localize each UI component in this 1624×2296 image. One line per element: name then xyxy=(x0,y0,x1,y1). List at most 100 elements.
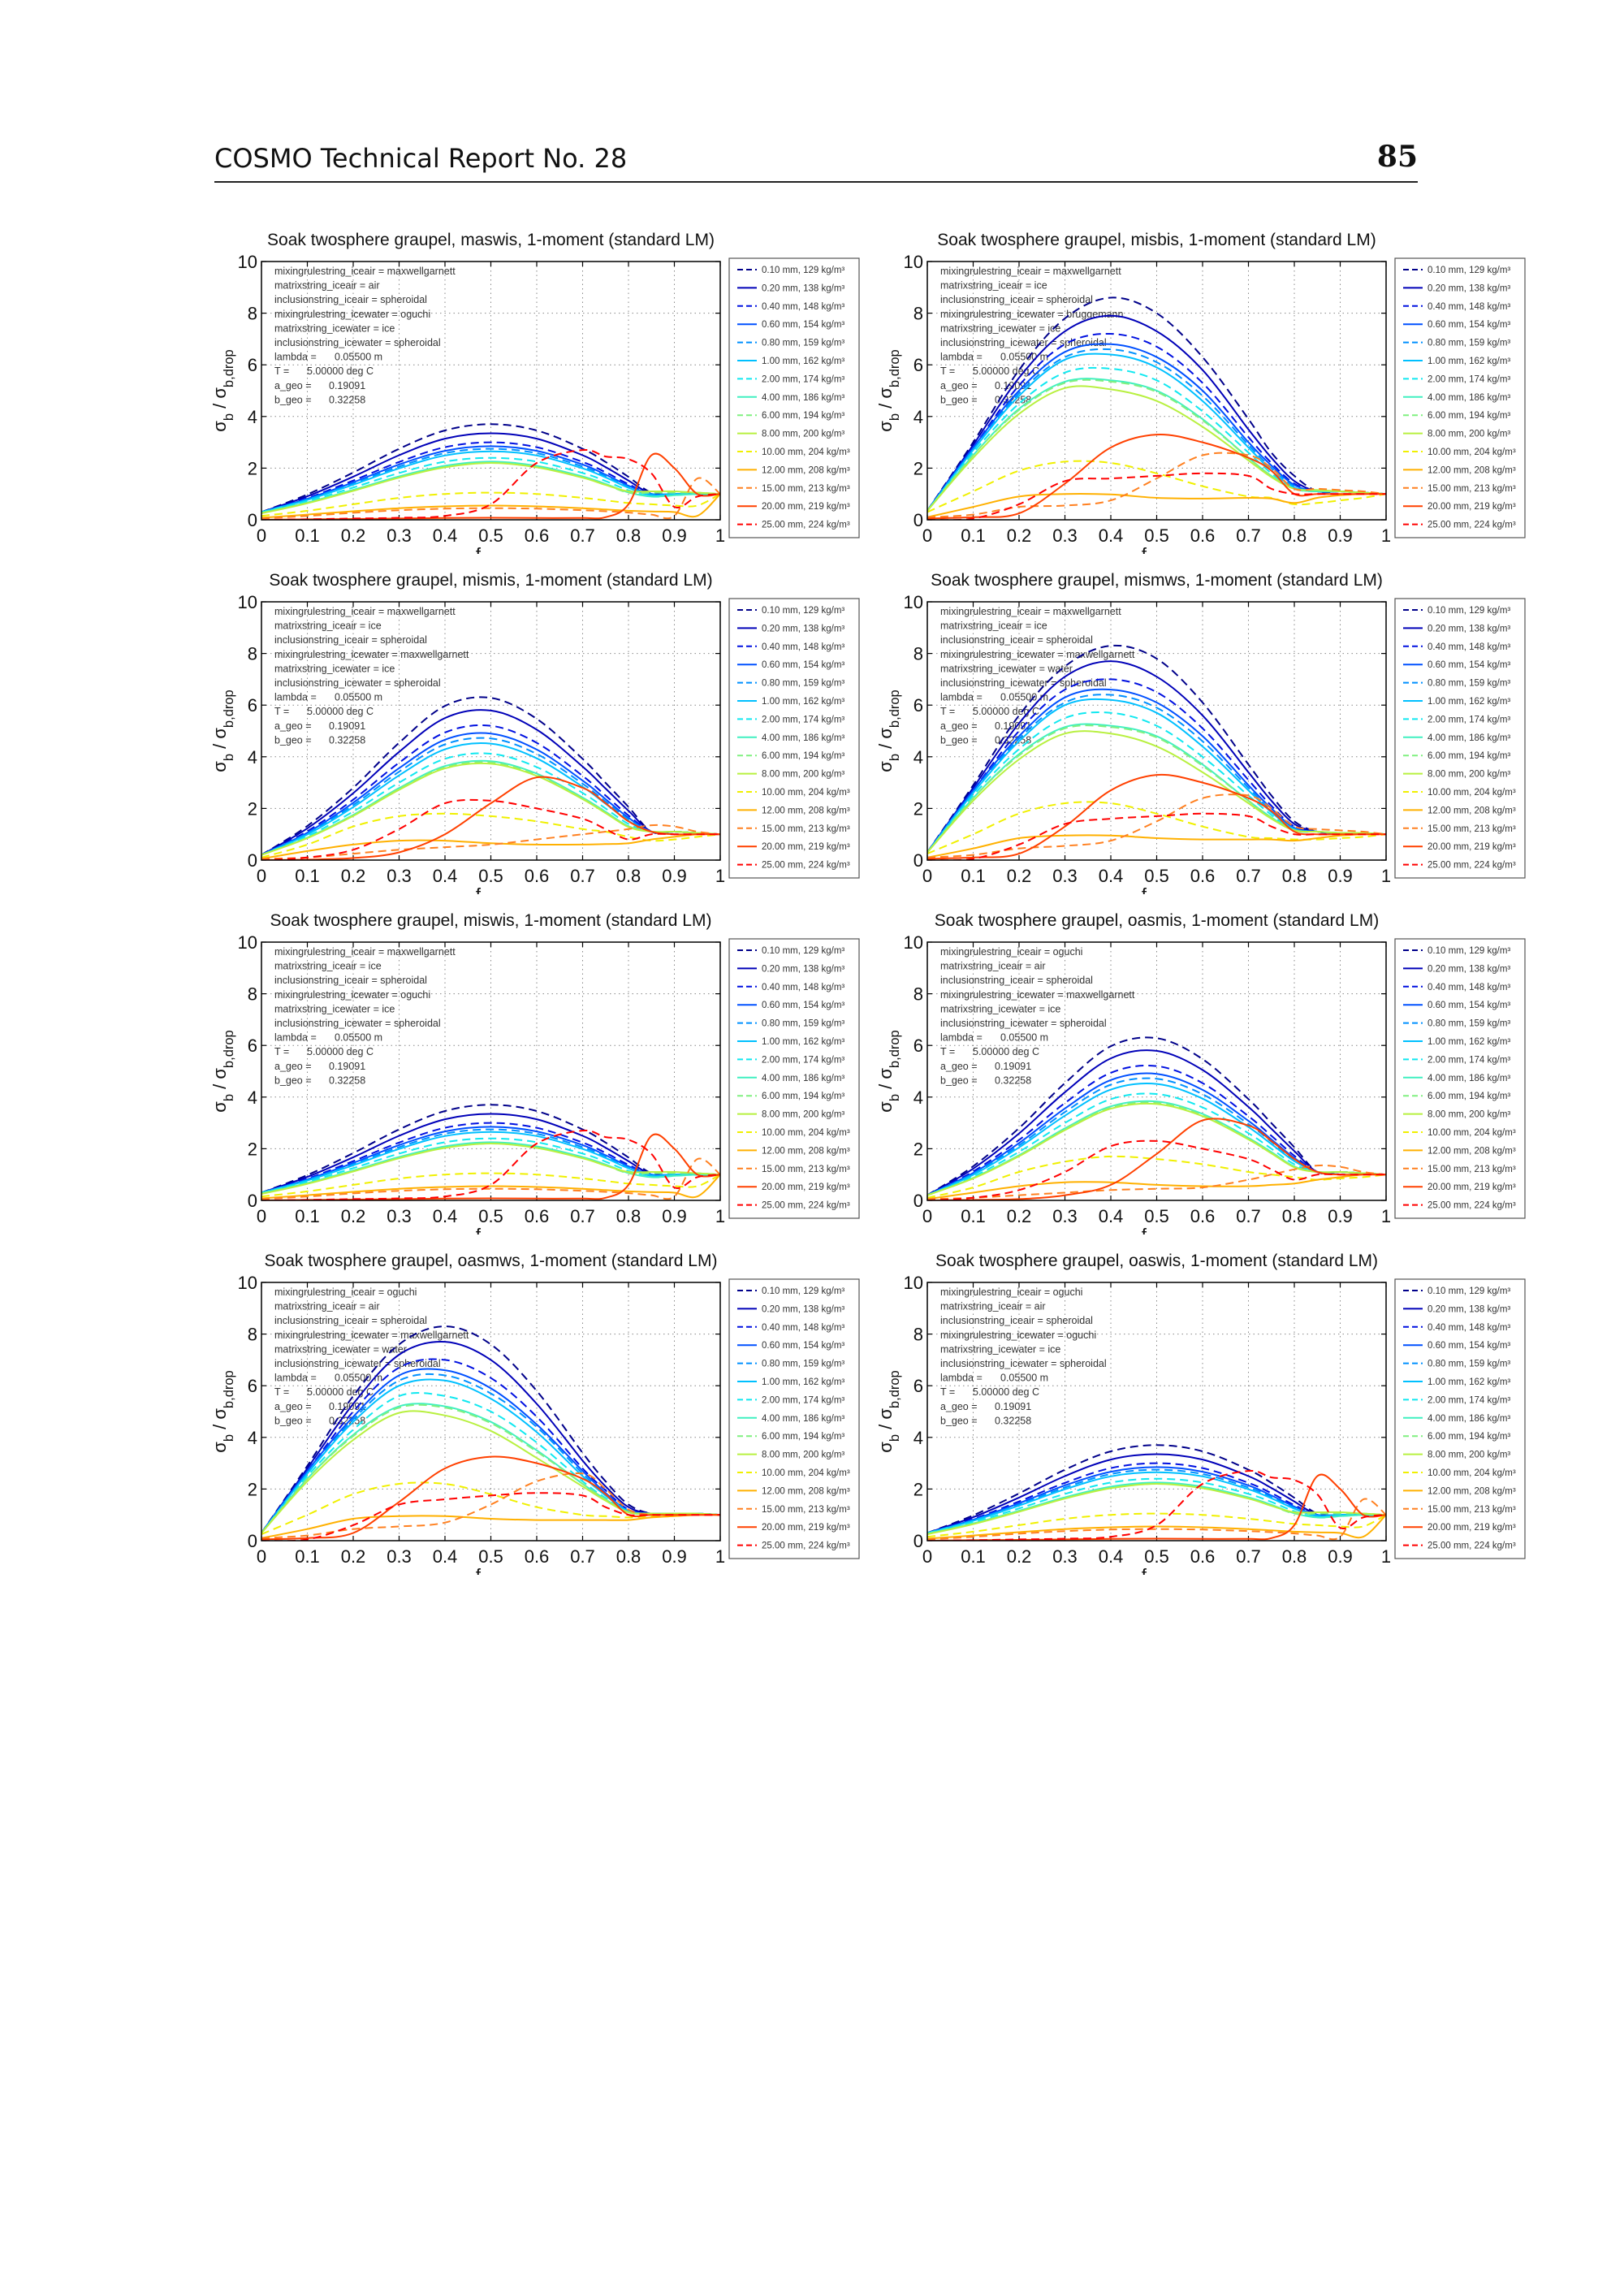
legend-label: 0.80 mm, 159 kg/m³ xyxy=(1427,679,1510,689)
chart-title: Soak twosphere graupel, maswis, 1-moment… xyxy=(267,231,715,249)
x-tick-label: 0.9 xyxy=(662,525,687,546)
legend-label: 6.00 mm, 194 kg/m³ xyxy=(1427,1092,1510,1101)
parameter-annotation: matrixstring_iceair = ice xyxy=(274,620,382,632)
legend-label: 12.00 mm, 208 kg/m³ xyxy=(1427,1486,1516,1496)
y-tick-label: 0 xyxy=(914,1531,923,1551)
legend-label: 4.00 mm, 186 kg/m³ xyxy=(762,733,844,743)
legend-label: 15.00 mm, 213 kg/m³ xyxy=(762,1505,850,1515)
x-tick-label: 0.7 xyxy=(1236,866,1261,886)
legend-label: 0.10 mm, 129 kg/m³ xyxy=(1427,266,1510,275)
parameter-annotation: matrixstring_icewater = ice xyxy=(274,1003,395,1014)
y-tick-label: 10 xyxy=(238,1273,257,1293)
y-axis-label: σb / σb,drop xyxy=(209,1370,236,1452)
series-line-0_80mm xyxy=(927,348,1386,512)
series-line-8_00mm xyxy=(261,1143,720,1196)
y-tick-label: 8 xyxy=(914,1325,923,1345)
legend-label: 0.20 mm, 138 kg/m³ xyxy=(762,964,844,974)
x-tick-label: 0 xyxy=(257,866,266,886)
legend-label: 25.00 mm, 224 kg/m³ xyxy=(1427,1201,1516,1211)
legend-label: 0.20 mm, 138 kg/m³ xyxy=(762,1304,844,1314)
x-tick-label: 0.7 xyxy=(1236,1206,1261,1226)
x-tick-label: 0.6 xyxy=(1190,1546,1216,1567)
y-tick-label: 6 xyxy=(914,695,923,716)
parameter-annotation: matrixstring_iceair = ice xyxy=(274,961,382,972)
series-line-12_00mm xyxy=(261,1514,720,1539)
parameter-annotation: mixingrulestring_iceair = oguchi xyxy=(274,1286,417,1298)
parameter-annotation: T = xyxy=(940,1386,955,1398)
legend-label: 0.20 mm, 138 kg/m³ xyxy=(1427,283,1510,293)
x-tick-label: 1 xyxy=(715,1546,725,1567)
chart-title: Soak twosphere graupel, miswis, 1-moment… xyxy=(270,911,712,930)
parameter-annotation: lambda = xyxy=(274,352,317,363)
legend-label: 0.40 mm, 148 kg/m³ xyxy=(1427,302,1510,312)
y-axis-label: σb / σb,drop xyxy=(875,349,902,431)
figure-panel-oaswis: Soak twosphere graupel, oaswis, 1-moment… xyxy=(869,1234,1543,1575)
series-line-15_00mm xyxy=(261,824,720,860)
series-line-2_00mm xyxy=(927,711,1386,854)
x-axis-label: fmelt xyxy=(476,1225,507,1234)
legend-label: 25.00 mm, 224 kg/m³ xyxy=(1427,1541,1516,1551)
x-tick-label: 1 xyxy=(715,525,725,546)
legend: 0.10 mm, 129 kg/m³ 0.20 mm, 138 kg/m³ 0.40… xyxy=(728,938,860,1219)
chart-oasmws: Soak twosphere graupel, oasmws, 1-moment… xyxy=(209,1252,860,1575)
parameter-annotation: matrixstring_icewater = water xyxy=(274,1343,407,1355)
legend-label: 0.10 mm, 129 kg/m³ xyxy=(1427,606,1510,616)
series-line-1_00mm xyxy=(261,1131,720,1194)
legend-label: 0.20 mm, 138 kg/m³ xyxy=(762,283,844,293)
x-tick-label: 0.7 xyxy=(1236,1546,1261,1567)
y-tick-label: 8 xyxy=(248,304,257,324)
x-tick-label: 0.4 xyxy=(1099,866,1124,886)
x-tick-label: 0.9 xyxy=(1328,1206,1353,1226)
x-tick-label: 0.4 xyxy=(433,525,458,546)
parameter-value: 5.00000 deg C xyxy=(973,1046,1039,1057)
y-tick-label: 6 xyxy=(248,1376,257,1396)
x-tick-label: 0.5 xyxy=(1144,1206,1169,1226)
y-tick-label: 2 xyxy=(248,798,257,819)
parameter-annotation: inclusionstring_iceair = spheroidal xyxy=(940,634,1093,646)
y-tick-label: 4 xyxy=(248,1428,257,1448)
legend-label: 8.00 mm, 200 kg/m³ xyxy=(1427,430,1510,439)
x-tick-label: 0.4 xyxy=(1099,1206,1124,1226)
parameter-annotation: b_geo = xyxy=(940,1074,978,1086)
legend-label: 10.00 mm, 204 kg/m³ xyxy=(1427,788,1516,798)
legend: 0.10 mm, 129 kg/m³ 0.20 mm, 138 kg/m³ 0.40… xyxy=(728,1278,860,1559)
axes-frame xyxy=(926,941,1387,1201)
legend-label: 15.00 mm, 213 kg/m³ xyxy=(1427,1165,1516,1174)
series-line-25_00mm xyxy=(927,812,1386,860)
series-line-8_00mm xyxy=(927,1483,1386,1536)
series-group xyxy=(927,1036,1386,1200)
running-header-title: COSMO Technical Report No. 28 xyxy=(214,143,628,174)
y-tick-label: 2 xyxy=(914,458,923,478)
parameter-value: 0.32258 xyxy=(995,1415,1031,1426)
y-tick-label: 6 xyxy=(248,1036,257,1056)
parameter-value: 0.05500 m xyxy=(335,1373,382,1384)
parameter-annotation: b_geo = xyxy=(940,734,978,746)
legend-label: 6.00 mm, 194 kg/m³ xyxy=(762,1432,844,1442)
x-tick-label: 0.3 xyxy=(1052,525,1078,546)
x-tick-label: 0.9 xyxy=(662,1546,687,1567)
x-tick-label: 0.2 xyxy=(341,525,366,546)
y-tick-label: 0 xyxy=(914,510,923,530)
chart-maswis: Soak twosphere graupel, maswis, 1-moment… xyxy=(209,231,860,554)
legend-label: 0.20 mm, 138 kg/m³ xyxy=(1427,1304,1510,1314)
legend-label: 8.00 mm, 200 kg/m³ xyxy=(762,770,844,780)
series-line-15_00mm xyxy=(927,452,1386,518)
legend-box xyxy=(728,938,860,1219)
figure-panel-misbis: Soak twosphere graupel, misbis, 1-moment… xyxy=(869,213,1543,554)
y-axis-label: σb / σb,drop xyxy=(875,1030,902,1112)
legend-label: 15.00 mm, 213 kg/m³ xyxy=(1427,1505,1516,1515)
x-tick-label: 0.5 xyxy=(478,866,503,886)
parameter-annotation: inclusionstring_icewater = spheroidal xyxy=(274,677,441,689)
x-tick-label: 0.3 xyxy=(387,525,412,546)
x-tick-label: 0.4 xyxy=(433,1546,458,1567)
x-tick-label: 0.3 xyxy=(387,866,412,886)
parameter-annotation: mixingrulestring_iceair = maxwellgarnett xyxy=(940,266,1121,277)
series-line-8_00mm xyxy=(927,730,1386,854)
x-tick-label: 0.4 xyxy=(1099,1546,1124,1567)
legend-label: 1.00 mm, 162 kg/m³ xyxy=(1427,697,1510,707)
series-line-10_00mm xyxy=(927,460,1386,513)
parameter-annotation: b_geo = xyxy=(274,394,312,405)
legend-label: 6.00 mm, 194 kg/m³ xyxy=(762,1092,844,1101)
x-tick-label: 0.3 xyxy=(1052,1546,1078,1567)
parameter-annotation: mixingrulestring_iceair = maxwellgarnett xyxy=(274,606,456,617)
